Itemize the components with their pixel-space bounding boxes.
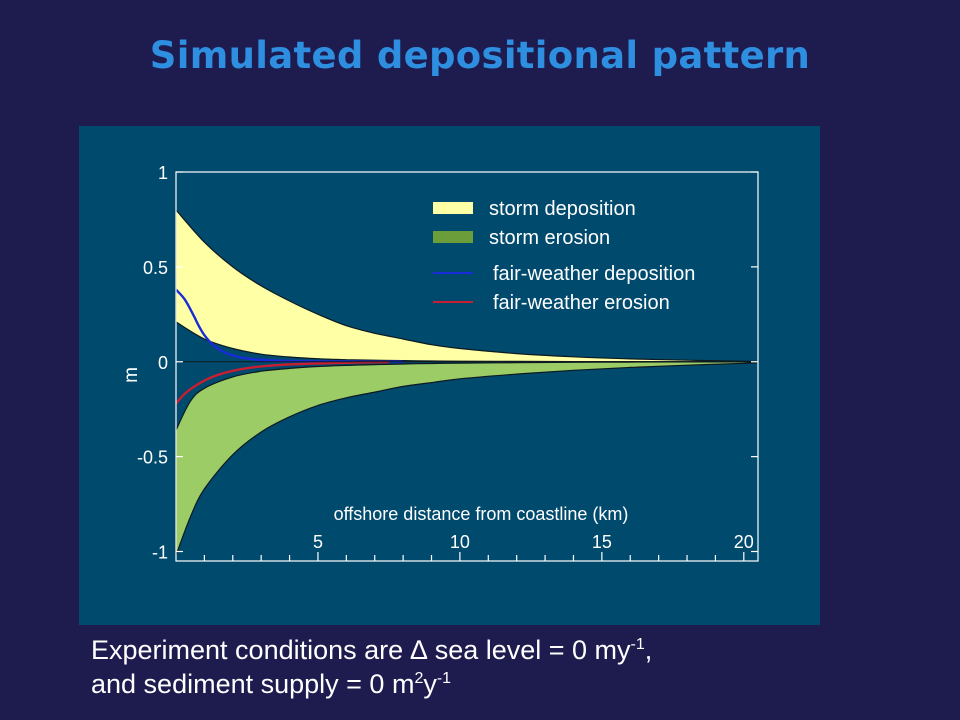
fair-weather-erosion-line: [175, 360, 389, 405]
slide-title: Simulated depositional pattern: [149, 34, 811, 77]
caption-line-2-mid: y: [423, 669, 437, 699]
caption-line-1: Experiment conditions are ∆ sea level = …: [91, 633, 951, 667]
legend-label-storm-erosion: storm erosion: [489, 227, 610, 249]
x-tick-label: 20: [734, 532, 754, 552]
legend-label-fair-weather-erosion: fair-weather erosion: [493, 292, 670, 314]
y-tick-label: 1: [158, 163, 168, 183]
x-tick-label: 15: [592, 532, 612, 552]
caption-line-2-sup-2: -1: [436, 670, 452, 687]
caption-line-1-sup: -1: [630, 636, 645, 653]
legend-label-storm-deposition: storm deposition: [489, 198, 636, 220]
legend-label-fair-weather-deposition: fair-weather deposition: [493, 263, 695, 285]
x-tick-label: 5: [313, 532, 323, 552]
y-tick-label: 0: [158, 353, 168, 373]
depositional-chart: 1 0.5 0 -0.5 -1 5 10 15 20 offshore distance from…: [121, 163, 759, 563]
caption-line-2-sup-1: 2: [414, 670, 424, 687]
y-tick-label: -1: [152, 543, 168, 563]
plot-frame: [175, 171, 759, 562]
x-axis-label: offshore distance from coastline (km): [334, 504, 629, 524]
y-axis-label: m: [121, 367, 142, 383]
storm-erosion-area: [175, 361, 759, 556]
y-tick-label: 0.5: [143, 258, 168, 278]
caption-line-2-prefix: and sediment supply = 0 m: [91, 669, 415, 699]
caption-line-2: and sediment supply = 0 m2y-1: [91, 667, 951, 701]
legend-swatch-storm-deposition: [433, 202, 473, 214]
legend: storm deposition storm erosion fair-weathe…: [433, 198, 695, 314]
chart-panel: 1 0.5 0 -0.5 -1 5 10 15 20 offshore distance from…: [79, 126, 820, 625]
legend-swatch-storm-erosion: [433, 231, 473, 243]
caption-line-1-prefix: Experiment conditions are: [91, 635, 411, 665]
axes-layer: 1 0.5 0 -0.5 -1 5 10 15 20 offshore distance from…: [121, 163, 759, 563]
experiment-caption: Experiment conditions are ∆ sea level = …: [91, 633, 951, 701]
x-tick-label: 10: [450, 532, 470, 552]
caption-line-1-suffix: ,: [644, 635, 653, 665]
caption-line-1-mid: sea level = 0 my: [427, 635, 631, 665]
delta-symbol: ∆: [410, 635, 428, 665]
y-tick-label: -0.5: [137, 448, 168, 468]
